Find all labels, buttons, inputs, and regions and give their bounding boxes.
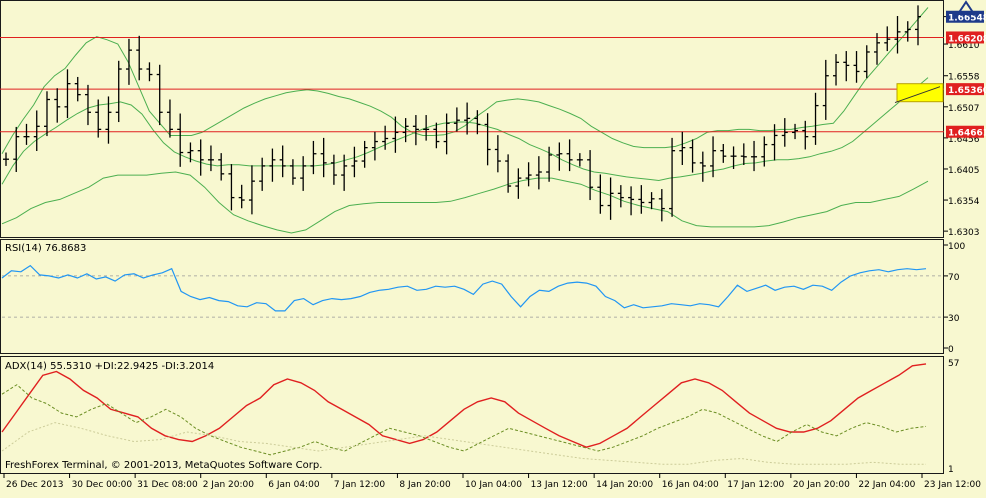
x-tick-label: 26 Dec 2013 xyxy=(6,480,64,490)
price-level-label: 1.66208 xyxy=(948,34,986,44)
price-tick-label: 1.6456 xyxy=(948,135,980,145)
plus-di-line xyxy=(1,384,927,456)
x-tick-label: 16 Jan 04:00 xyxy=(662,480,719,490)
x-tick-label: 13 Jan 12:00 xyxy=(531,480,588,490)
price-level-label: 1.64661 xyxy=(948,129,986,139)
adx-line xyxy=(1,363,927,448)
footer-copyright: FreshForex Terminal, © 2001-2013, MetaQu… xyxy=(5,460,322,471)
adx-panel xyxy=(0,356,944,474)
current-price-label: 1.66548 xyxy=(948,14,986,24)
minus-di-line xyxy=(1,422,926,465)
trend-line xyxy=(894,86,941,104)
rsi-series xyxy=(1,264,942,318)
x-tick-label: 31 Dec 08:00 xyxy=(137,480,198,490)
price-series xyxy=(0,5,944,234)
rsi-title: RSI(14) 76.8683 xyxy=(5,243,86,254)
bollinger-upper-band xyxy=(1,7,929,154)
price-level-label-box xyxy=(946,83,984,96)
x-tick-label: 22 Jan 04:00 xyxy=(858,480,915,490)
bollinger-lower-band xyxy=(1,171,929,234)
rsi-tick-label: 0 xyxy=(948,345,954,355)
adx-tick-label: 1 xyxy=(948,465,954,475)
price-level-label: 1.65360 xyxy=(948,86,986,96)
rsi-line xyxy=(1,264,927,312)
x-tick-label: 6 Jan 04:00 xyxy=(268,480,320,490)
price-panel xyxy=(0,0,944,238)
rsi-panel xyxy=(0,239,944,354)
x-tick-label: 8 Jan 20:00 xyxy=(399,480,451,490)
rsi-tick-label: 70 xyxy=(948,273,960,283)
price-tick-label: 1.6354 xyxy=(948,197,980,207)
adx-title: ADX(14) 55.5310 +DI:22.9425 -DI:3.2014 xyxy=(5,361,214,372)
price-tick-label: 1.6610 xyxy=(948,41,980,51)
x-tick-label: 14 Jan 20:00 xyxy=(596,480,653,490)
x-tick-label: 30 Dec 00:00 xyxy=(72,480,133,490)
highlight-marker xyxy=(896,83,944,103)
price-tick-label: 1.6558 xyxy=(948,73,980,83)
x-tick-label: 20 Jan 20:00 xyxy=(793,480,850,490)
x-tick-label: 17 Jan 12:00 xyxy=(727,480,784,490)
adx-tick-label: 57 xyxy=(948,359,959,369)
rsi-tick-label: 100 xyxy=(948,242,965,252)
adx-series xyxy=(1,363,927,465)
current-price-triangle-icon xyxy=(956,0,976,15)
rsi-tick-label: 30 xyxy=(948,314,960,324)
price-tick-label: 1.6303 xyxy=(948,228,980,238)
price-level-label-box xyxy=(946,125,984,138)
price-tick-label: 1.6405 xyxy=(948,166,980,176)
price-tick-label: 1.6507 xyxy=(948,104,980,114)
x-tick-label: 2 Jan 20:00 xyxy=(203,480,255,490)
price-level-label-box xyxy=(946,31,984,44)
axes: 1.66551.66101.65581.65071.64561.64051.63… xyxy=(3,0,986,490)
bollinger-middle-band xyxy=(1,77,929,185)
x-tick-label: 10 Jan 04:00 xyxy=(465,480,522,490)
x-tick-label: 7 Jan 12:00 xyxy=(334,480,386,490)
x-tick-label: 23 Jan 12:00 xyxy=(924,480,981,490)
